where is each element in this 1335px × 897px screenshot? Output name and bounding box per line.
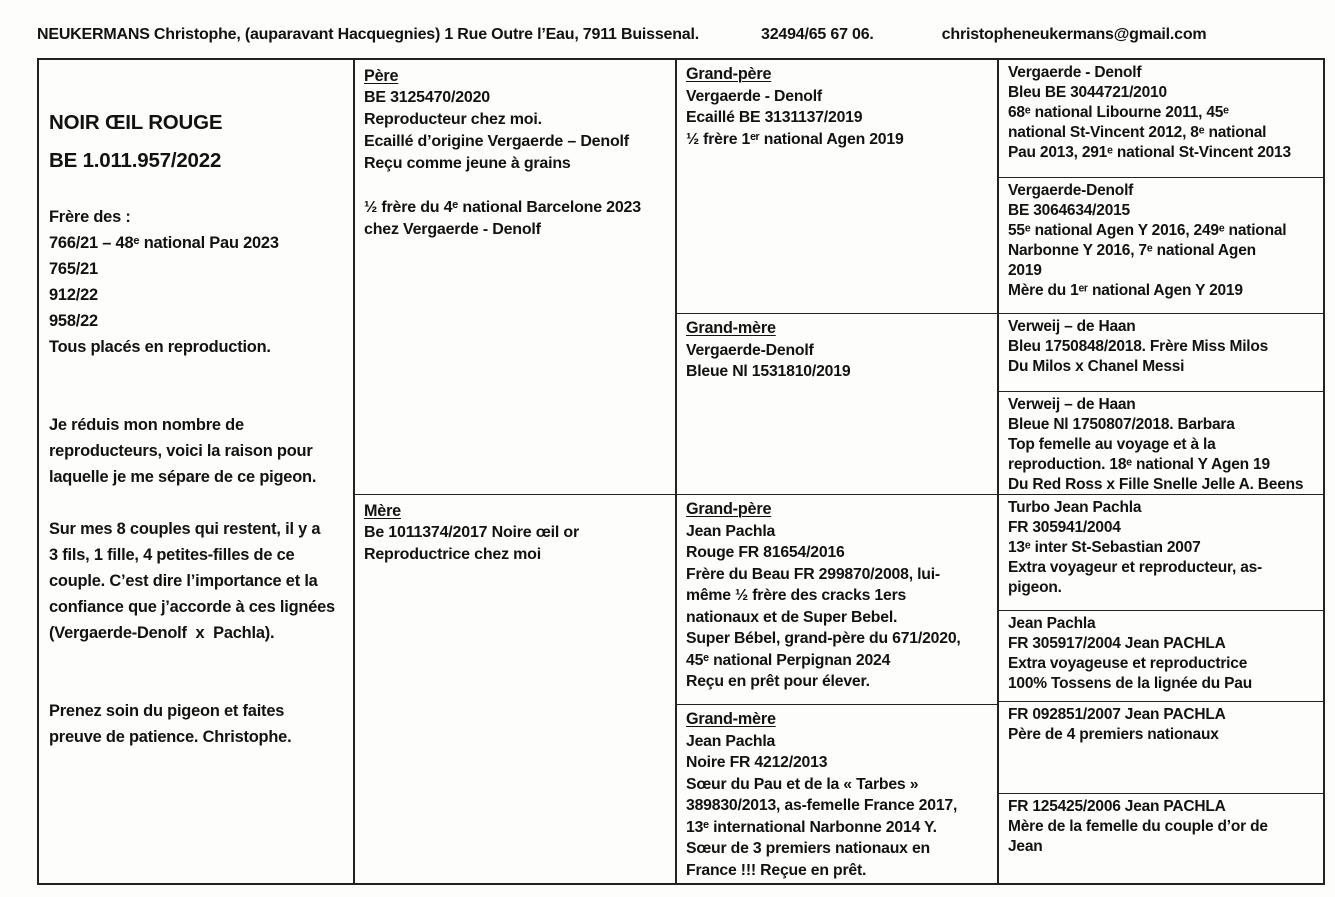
grandmother-maternal-text: Jean Pachla Noire FR 4212/2013 Sœur du P… — [686, 732, 958, 879]
cell-grandmother-maternal: Grand-mère Jean Pachla Noire FR 4212/201… — [677, 705, 997, 883]
grandfather-paternal-label: Grand-père — [686, 65, 772, 83]
cell-grandfather-maternal: Grand-père Jean Pachla Rouge FR 81654/20… — [677, 495, 997, 705]
great-grandparent-1-text: Vergaerde - Denolf Bleu BE 3044721/2010 … — [1008, 64, 1291, 161]
subject-title: NOIR ŒIL ROUGE BE 1.011.957/2022 — [49, 111, 223, 172]
mother-text: Be 1011374/2017 Noire œil or Reproductri… — [364, 524, 579, 563]
great-grandparent-2-text: Vergaerde-Denolf BE 3064634/2015 55ᵉ nat… — [1008, 182, 1287, 299]
great-grandparent-3-text: Verweij – de Haan Bleu 1750848/2018. Frè… — [1008, 318, 1269, 375]
great-grandparent-6-text: Jean Pachla FR 305917/2004 Jean PACHLA E… — [1008, 615, 1252, 692]
great-grandparent-8-text: FR 125425/2006 Jean PACHLA Mère de la fe… — [1008, 798, 1268, 855]
grandmother-paternal-text: Vergaerde-Denolf Bleue Nl 1531810/2019 — [686, 341, 851, 381]
document-header: NEUKERMANS Christophe, (auparavant Hacqu… — [37, 26, 1325, 44]
great-grandparent-4-text: Verweij – de Haan Bleue Nl 1750807/2018.… — [1008, 396, 1304, 493]
column-great-grandparents: Vergaerde - Denolf Bleu BE 3044721/2010 … — [999, 60, 1323, 883]
cell-grandfather-paternal: Grand-père Vergaerde - Denolf Ecaillé BE… — [677, 60, 997, 314]
pedigree-table: NOIR ŒIL ROUGE BE 1.011.957/2022 Frère d… — [37, 58, 1325, 885]
cell-great-grandparent-6: Jean Pachla FR 305917/2004 Jean PACHLA E… — [999, 611, 1323, 702]
cell-great-grandparent-2: Vergaerde-Denolf BE 3064634/2015 55ᵉ nat… — [999, 178, 1323, 314]
cell-great-grandparent-3: Verweij – de Haan Bleu 1750848/2018. Frè… — [999, 314, 1323, 392]
cell-grandmother-paternal: Grand-mère Vergaerde-Denolf Bleue Nl 153… — [677, 314, 997, 495]
email-address: christopheneukermans@gmail.com — [941, 26, 1207, 43]
column-subject: NOIR ŒIL ROUGE BE 1.011.957/2022 Frère d… — [39, 60, 355, 883]
great-grandparent-5-text: Turbo Jean Pachla FR 305941/2004 13ᵉ int… — [1008, 499, 1263, 596]
cell-great-grandparent-7: FR 092851/2007 Jean PACHLA Père de 4 pre… — [999, 702, 1323, 794]
cell-mother: Mère Be 1011374/2017 Noire œil or Reprod… — [355, 495, 675, 883]
column-grandparents: Grand-père Vergaerde - Denolf Ecaillé BE… — [677, 60, 999, 883]
father-text: BE 3125470/2020 Reproducteur chez moi. E… — [364, 89, 641, 238]
grandfather-maternal-label: Grand-père — [686, 500, 772, 518]
owner-name-address: NEUKERMANS Christophe, (auparavant Hacqu… — [37, 26, 699, 43]
great-grandparent-7-text: FR 092851/2007 Jean PACHLA Père de 4 pre… — [1008, 706, 1226, 743]
grandmother-maternal-label: Grand-mère — [686, 710, 776, 728]
column-parents: Père BE 3125470/2020 Reproducteur chez m… — [355, 60, 677, 883]
father-label: Père — [364, 67, 399, 85]
grandfather-maternal-text: Jean Pachla Rouge FR 81654/2016 Frère du… — [686, 522, 961, 691]
cell-great-grandparent-4: Verweij – de Haan Bleue Nl 1750807/2018.… — [999, 392, 1323, 495]
grandfather-paternal-text: Vergaerde - Denolf Ecaillé BE 3131137/20… — [686, 87, 904, 148]
mother-label: Mère — [364, 502, 401, 520]
cell-great-grandparent-5: Turbo Jean Pachla FR 305941/2004 13ᵉ int… — [999, 495, 1323, 611]
cell-subject: NOIR ŒIL ROUGE BE 1.011.957/2022 Frère d… — [39, 60, 353, 883]
grandmother-paternal-label: Grand-mère — [686, 319, 776, 337]
subject-notes: Frère des : 766/21 – 48ᵉ national Pau 20… — [49, 208, 335, 746]
cell-father: Père BE 3125470/2020 Reproducteur chez m… — [355, 60, 675, 495]
cell-great-grandparent-8: FR 125425/2006 Jean PACHLA Mère de la fe… — [999, 794, 1323, 883]
phone-number: 32494/65 67 06. — [761, 26, 874, 43]
cell-great-grandparent-1: Vergaerde - Denolf Bleu BE 3044721/2010 … — [999, 60, 1323, 178]
